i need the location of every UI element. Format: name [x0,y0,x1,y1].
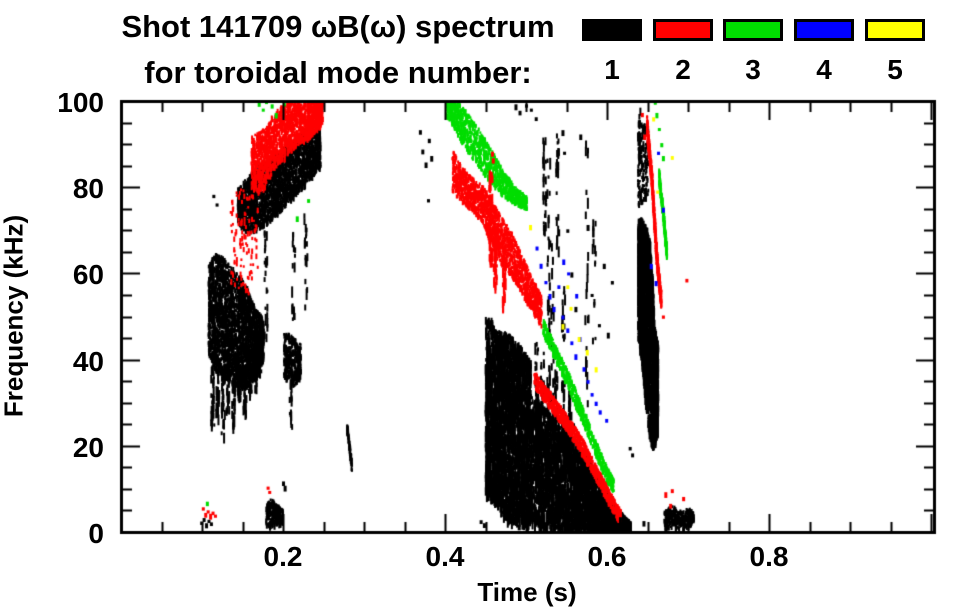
x-axis-label: Time (s) [477,577,577,607]
x-tick-label-0.2: 0.2 [263,541,303,572]
y-axis-label: Frequency (kHz) [0,214,29,418]
legend-label-mode-1: 1 [604,54,620,85]
x-tick-label-0.6: 0.6 [587,541,627,572]
x-tick-label-0.4: 0.4 [425,541,465,572]
legend-label-mode-4: 4 [816,54,832,85]
legend-swatch-mode-5 [865,19,925,41]
y-tick-label-0: 0 [88,518,104,549]
legend-swatch-mode-1 [582,19,642,41]
chart-subtitle: for toroidal mode number: [144,55,532,90]
y-tick-label-80: 80 [72,173,104,205]
chart-title: Shot 141709 ωB(ω) spectrum [121,9,555,44]
legend-label-mode-3: 3 [745,54,761,85]
y-tick-label-20: 20 [72,431,104,463]
legend-swatch-mode-3 [723,19,783,41]
legend-swatch-mode-4 [794,19,854,41]
legend-label-mode-5: 5 [887,54,903,85]
y-tick-label-60: 60 [72,259,104,291]
y-tick-label-100: 100 [57,87,104,118]
y-tick-label-40: 40 [72,345,104,377]
legend-label-mode-2: 2 [675,54,691,85]
chart-title-block: Shot 141709 ωB(ω) spectrum for toroidal … [106,4,570,96]
legend-swatch-mode-2 [653,19,713,41]
x-tick-label-0.8: 0.8 [749,541,789,572]
